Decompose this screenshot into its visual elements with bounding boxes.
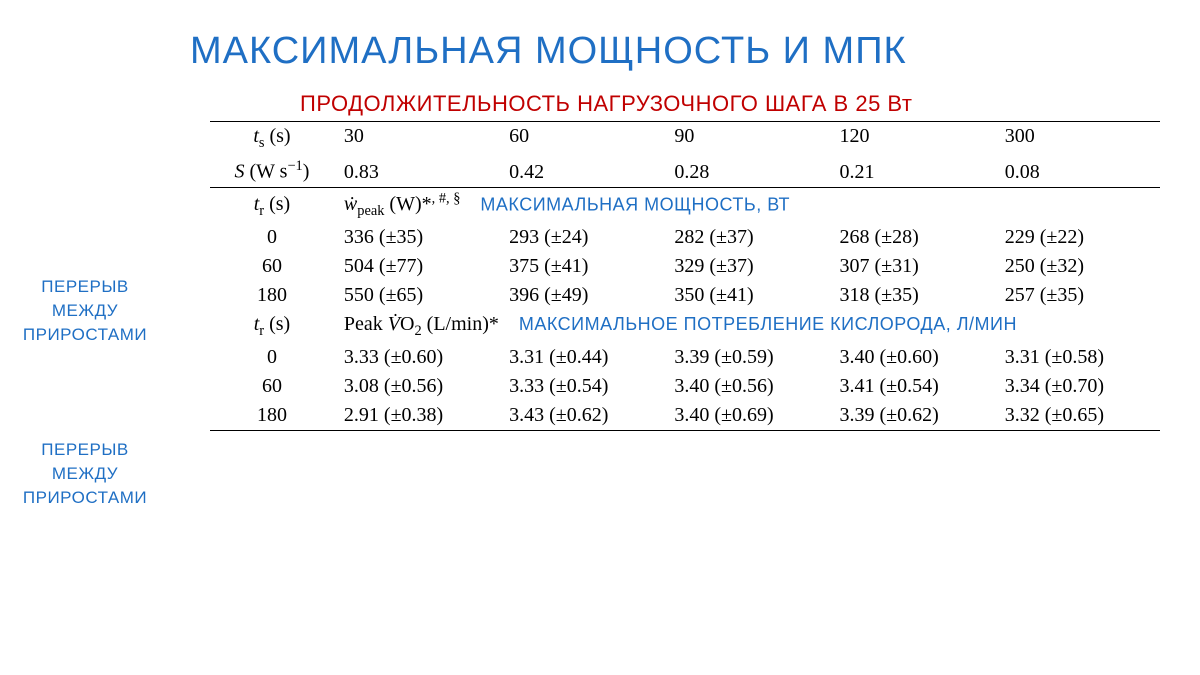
- data-cell: 3.08 (±0.56): [334, 372, 499, 401]
- section1-var-row: ẇpeak (W)*, #, § МАКСИМАЛЬНАЯ МОЩНОСТЬ, …: [334, 187, 1160, 223]
- data-cell: 229 (±22): [995, 223, 1160, 252]
- data-cell: 268 (±28): [830, 223, 995, 252]
- data-cell: 307 (±31): [830, 252, 995, 281]
- data-cell: 250 (±32): [995, 252, 1160, 281]
- data-cell: 3.40 (±0.60): [830, 343, 995, 372]
- ts-val-3: 120: [830, 122, 995, 156]
- data-cell: 3.31 (±0.58): [995, 343, 1160, 372]
- table-row: 180 550 (±65) 396 (±49) 350 (±41) 318 (±…: [210, 281, 1160, 310]
- side-label-2: ПЕРЕРЫВМЕЖДУПРИРОСТАМИ: [10, 438, 160, 510]
- blue-annot-1: МАКСИМАЛЬНАЯ МОЩНОСТЬ, ВТ: [480, 194, 790, 214]
- table-row: 60 3.08 (±0.56) 3.33 (±0.54) 3.40 (±0.56…: [210, 372, 1160, 401]
- tr-label-1: tr (s): [210, 187, 334, 223]
- table-row: 0 3.33 (±0.60) 3.31 (±0.44) 3.39 (±0.59)…: [210, 343, 1160, 372]
- s-val-4: 0.08: [995, 155, 1160, 187]
- tr-cell: 60: [210, 372, 334, 401]
- data-cell: 293 (±24): [499, 223, 664, 252]
- data-cell: 3.34 (±0.70): [995, 372, 1160, 401]
- data-cell: 3.32 (±0.65): [995, 401, 1160, 431]
- ts-val-0: 30: [334, 122, 499, 156]
- peakvo2-label: Peak V̇O2 (L/min)*: [344, 313, 499, 335]
- table-row: 60 504 (±77) 375 (±41) 329 (±37) 307 (±3…: [210, 252, 1160, 281]
- data-cell: 3.40 (±0.56): [664, 372, 829, 401]
- tr-label-2: tr (s): [210, 310, 334, 343]
- tr-cell: 180: [210, 281, 334, 310]
- s-val-3: 0.21: [830, 155, 995, 187]
- data-cell: 257 (±35): [995, 281, 1160, 310]
- tr-cell: 180: [210, 401, 334, 431]
- tr-cell: 0: [210, 223, 334, 252]
- data-cell: 375 (±41): [499, 252, 664, 281]
- s-val-2: 0.28: [664, 155, 829, 187]
- data-table: ts (s) 30 60 90 120 300 S (W s−1) 0.83 0…: [210, 121, 1160, 431]
- data-cell: 282 (±37): [664, 223, 829, 252]
- data-cell: 3.39 (±0.59): [664, 343, 829, 372]
- tr-cell: 0: [210, 343, 334, 372]
- data-cell: 3.40 (±0.69): [664, 401, 829, 431]
- table-row: 0 336 (±35) 293 (±24) 282 (±37) 268 (±28…: [210, 223, 1160, 252]
- wpeak-label: ẇpeak (W)*, #, §: [344, 193, 461, 215]
- s-label: S (W s−1): [210, 155, 334, 187]
- data-cell: 3.33 (±0.60): [334, 343, 499, 372]
- ts-val-1: 60: [499, 122, 664, 156]
- data-cell: 504 (±77): [334, 252, 499, 281]
- ts-label: ts (s): [210, 122, 334, 156]
- data-cell: 2.91 (±0.38): [334, 401, 499, 431]
- blue-annot-2: МАКСИМАЛЬНОЕ ПОТРЕБЛЕНИЕ КИСЛОРОДА, Л/МИ…: [519, 314, 1017, 334]
- ts-val-4: 300: [995, 122, 1160, 156]
- data-cell: 396 (±49): [499, 281, 664, 310]
- side-label-1: ПЕРЕРЫВМЕЖДУПРИРОСТАМИ: [10, 275, 160, 347]
- subtitle-red: ПРОДОЛЖИТЕЛЬНОСТЬ НАГРУЗОЧНОГО ШАГА В 25…: [300, 91, 1160, 117]
- table-row: 180 2.91 (±0.38) 3.43 (±0.62) 3.40 (±0.6…: [210, 401, 1160, 431]
- data-cell: 3.33 (±0.54): [499, 372, 664, 401]
- data-cell: 329 (±37): [664, 252, 829, 281]
- data-cell: 350 (±41): [664, 281, 829, 310]
- data-cell: 336 (±35): [334, 223, 499, 252]
- section2-var-row: Peak V̇O2 (L/min)* МАКСИМАЛЬНОЕ ПОТРЕБЛЕ…: [334, 310, 1160, 343]
- page-title: МАКСИМАЛЬНАЯ МОЩНОСТЬ И МПК: [190, 30, 1160, 73]
- data-cell: 318 (±35): [830, 281, 995, 310]
- data-cell: 3.31 (±0.44): [499, 343, 664, 372]
- data-cell: 3.43 (±0.62): [499, 401, 664, 431]
- s-val-1: 0.42: [499, 155, 664, 187]
- ts-val-2: 90: [664, 122, 829, 156]
- s-val-0: 0.83: [334, 155, 499, 187]
- data-cell: 3.41 (±0.54): [830, 372, 995, 401]
- data-cell: 550 (±65): [334, 281, 499, 310]
- data-cell: 3.39 (±0.62): [830, 401, 995, 431]
- tr-cell: 60: [210, 252, 334, 281]
